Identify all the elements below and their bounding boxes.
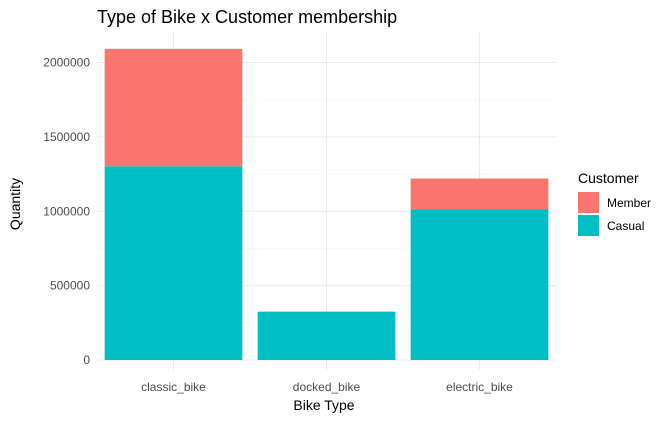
- x-tick-label: classic_bike: [141, 380, 206, 394]
- x-axis-title: Bike Type: [293, 397, 354, 413]
- legend-swatch-member: [578, 192, 599, 213]
- bar-member-classic_bike: [104, 48, 243, 167]
- bar-casual-docked_bike: [257, 311, 396, 360]
- legend-label-member: Member: [607, 196, 651, 210]
- y-tick-label: 2000000: [43, 56, 90, 70]
- legend: Customer Member Casual: [578, 170, 651, 236]
- chart-title: Type of Bike x Customer membership: [97, 7, 397, 27]
- bars: [104, 48, 549, 360]
- y-tick-label: 500000: [50, 279, 90, 293]
- x-axis-ticks: classic_bike docked_bike electric_bike: [141, 380, 513, 394]
- legend-swatch-casual: [578, 215, 599, 236]
- bar-member-electric_bike: [410, 178, 549, 210]
- y-tick-label: 0: [83, 353, 90, 367]
- legend-label-casual: Casual: [607, 219, 644, 233]
- y-axis-ticks: 0 500000 1000000 1500000 2000000: [43, 56, 90, 368]
- x-tick-label: electric_bike: [446, 380, 513, 394]
- y-axis-title: Quantity: [7, 178, 23, 230]
- legend-title: Customer: [578, 170, 639, 186]
- bar-casual-classic_bike: [104, 166, 243, 360]
- y-tick-label: 1500000: [43, 130, 90, 144]
- y-tick-label: 1000000: [43, 204, 90, 218]
- x-tick-label: docked_bike: [293, 380, 361, 394]
- bar-casual-electric_bike: [410, 209, 549, 360]
